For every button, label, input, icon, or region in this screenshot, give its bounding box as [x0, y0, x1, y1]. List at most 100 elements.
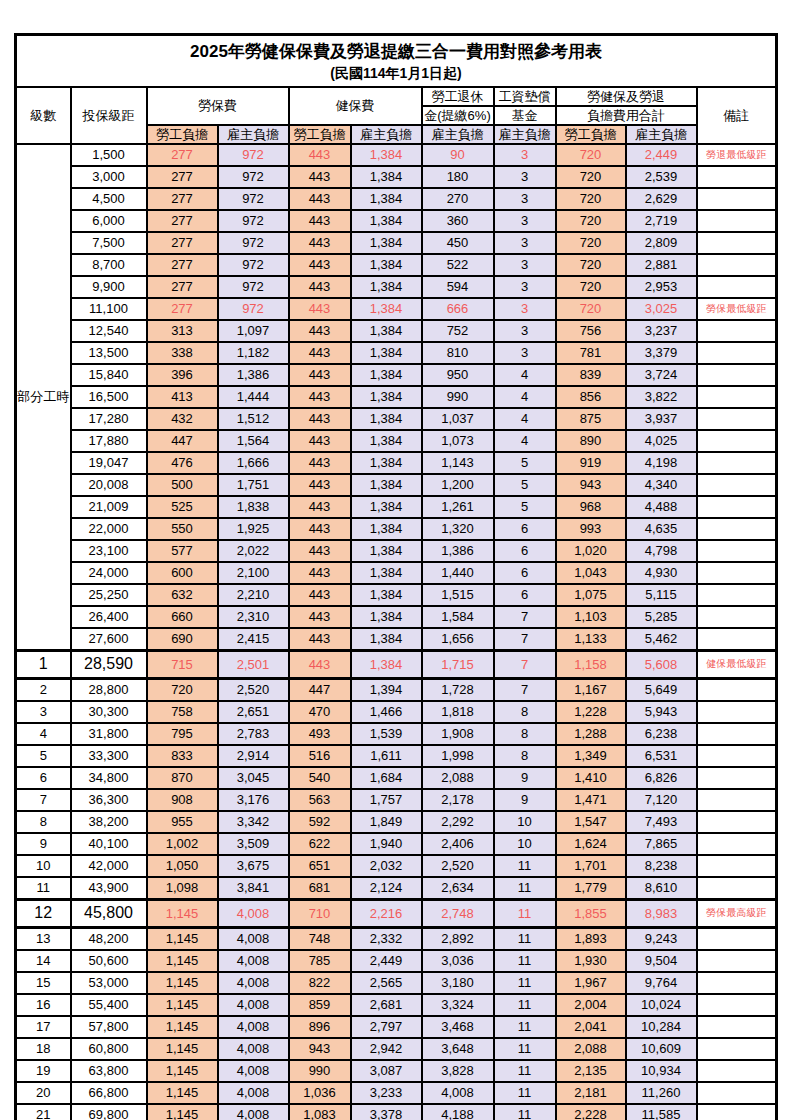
labor-employee-cell: 1,098	[147, 877, 218, 900]
total-employer-cell: 4,488	[626, 496, 697, 518]
health-employer-cell: 2,681	[351, 994, 422, 1016]
health-employee-cell: 443	[289, 386, 351, 408]
bracket-cell: 42,000	[71, 855, 147, 877]
health-employer-cell: 1,384	[351, 496, 422, 518]
total-employee-cell: 781	[556, 342, 626, 364]
health-employee-cell: 443	[289, 496, 351, 518]
wage-fund-employer-cell: 11	[494, 1016, 556, 1038]
bracket-cell: 26,400	[71, 606, 147, 628]
table-row: 838,2009553,3425921,8492,292101,5477,493	[16, 811, 777, 833]
labor-employer-cell: 972	[218, 298, 289, 320]
note-cell	[697, 723, 777, 745]
total-employee-cell: 720	[556, 298, 626, 320]
total-employee-cell: 856	[556, 386, 626, 408]
total-employer-cell: 3,822	[626, 386, 697, 408]
total-employer-cell: 9,243	[626, 928, 697, 951]
health-employer-cell: 2,565	[351, 972, 422, 994]
health-employee-cell: 493	[289, 723, 351, 745]
table-row: 1042,0001,0503,6756512,0322,520111,7018,…	[16, 855, 777, 877]
note-cell	[697, 994, 777, 1016]
total-employer-cell: 2,719	[626, 210, 697, 232]
health-employee-cell: 651	[289, 855, 351, 877]
pension-employer-cell: 2,406	[422, 833, 494, 855]
header-total-employer-share: 雇主負擔	[626, 125, 697, 144]
labor-employee-cell: 833	[147, 745, 218, 767]
labor-employee-cell: 1,002	[147, 833, 218, 855]
bracket-cell: 27,600	[71, 628, 147, 651]
total-employee-cell: 2,088	[556, 1038, 626, 1060]
health-employee-cell: 822	[289, 972, 351, 994]
note-cell	[697, 679, 777, 702]
total-employee-cell: 2,181	[556, 1082, 626, 1104]
note-cell	[697, 562, 777, 584]
labor-employer-cell: 1,751	[218, 474, 289, 496]
note-cell	[697, 452, 777, 474]
health-employee-cell: 443	[289, 452, 351, 474]
table-row: 27,6006902,4154431,3841,65671,1335,462	[16, 628, 777, 651]
labor-employer-cell: 4,008	[218, 950, 289, 972]
table-row: 6,0002779724431,38436037202,719	[16, 210, 777, 232]
health-employee-cell: 563	[289, 789, 351, 811]
bracket-cell: 13,500	[71, 342, 147, 364]
note-cell	[697, 188, 777, 210]
total-employee-cell: 993	[556, 518, 626, 540]
bracket-cell: 34,800	[71, 767, 147, 789]
labor-employer-cell: 972	[218, 232, 289, 254]
total-employer-cell: 4,798	[626, 540, 697, 562]
labor-employee-cell: 476	[147, 452, 218, 474]
wage-fund-employer-cell: 3	[494, 144, 556, 166]
labor-employer-cell: 1,925	[218, 518, 289, 540]
health-employee-cell: 447	[289, 679, 351, 702]
bracket-cell: 31,800	[71, 723, 147, 745]
note-cell	[697, 474, 777, 496]
pension-employer-cell: 1,386	[422, 540, 494, 562]
labor-employer-cell: 2,783	[218, 723, 289, 745]
health-employee-cell: 443	[289, 364, 351, 386]
total-employee-cell: 1,133	[556, 628, 626, 651]
total-employer-cell: 2,629	[626, 188, 697, 210]
header-health-fee: 健保費	[289, 87, 422, 125]
wage-fund-employer-cell: 4	[494, 386, 556, 408]
total-employer-cell: 2,539	[626, 166, 697, 188]
labor-employer-cell: 2,651	[218, 701, 289, 723]
health-employer-cell: 1,757	[351, 789, 422, 811]
labor-employee-cell: 1,145	[147, 1104, 218, 1120]
total-employee-cell: 2,135	[556, 1060, 626, 1082]
labor-employer-cell: 4,008	[218, 1104, 289, 1120]
health-employee-cell: 443	[289, 518, 351, 540]
health-employee-cell: 443	[289, 628, 351, 651]
table-row: 128,5907152,5014431,3841,71571,1585,608健…	[16, 651, 777, 679]
labor-employer-cell: 1,838	[218, 496, 289, 518]
header-wage-fund-employer-share: 雇主負擔	[494, 125, 556, 144]
note-cell: 健保最低級距	[697, 651, 777, 679]
labor-employer-cell: 2,520	[218, 679, 289, 702]
wage-fund-employer-cell: 3	[494, 188, 556, 210]
labor-employee-cell: 690	[147, 628, 218, 651]
health-employer-cell: 1,384	[351, 584, 422, 606]
total-employer-cell: 10,934	[626, 1060, 697, 1082]
table-row: 736,3009083,1765631,7572,17891,4717,120	[16, 789, 777, 811]
table-row: 634,8008703,0455401,6842,08891,4106,826	[16, 767, 777, 789]
table-row: 533,3008332,9145161,6111,99881,3496,531	[16, 745, 777, 767]
health-employer-cell: 1,384	[351, 386, 422, 408]
wage-fund-employer-cell: 3	[494, 210, 556, 232]
health-employee-cell: 896	[289, 1016, 351, 1038]
note-cell	[697, 518, 777, 540]
total-employer-cell: 2,809	[626, 232, 697, 254]
level-cell: 7	[16, 789, 71, 811]
level-cell: 16	[16, 994, 71, 1016]
health-employer-cell: 1,384	[351, 210, 422, 232]
labor-employee-cell: 1,145	[147, 928, 218, 951]
pension-employer-cell: 810	[422, 342, 494, 364]
note-cell	[697, 628, 777, 651]
health-employer-cell: 1,394	[351, 679, 422, 702]
level-cell: 20	[16, 1082, 71, 1104]
note-cell	[697, 386, 777, 408]
labor-employee-cell: 277	[147, 254, 218, 276]
total-employee-cell: 1,930	[556, 950, 626, 972]
health-employee-cell: 1,036	[289, 1082, 351, 1104]
total-employer-cell: 7,865	[626, 833, 697, 855]
total-employee-cell: 720	[556, 166, 626, 188]
note-cell	[697, 540, 777, 562]
bracket-cell: 15,840	[71, 364, 147, 386]
